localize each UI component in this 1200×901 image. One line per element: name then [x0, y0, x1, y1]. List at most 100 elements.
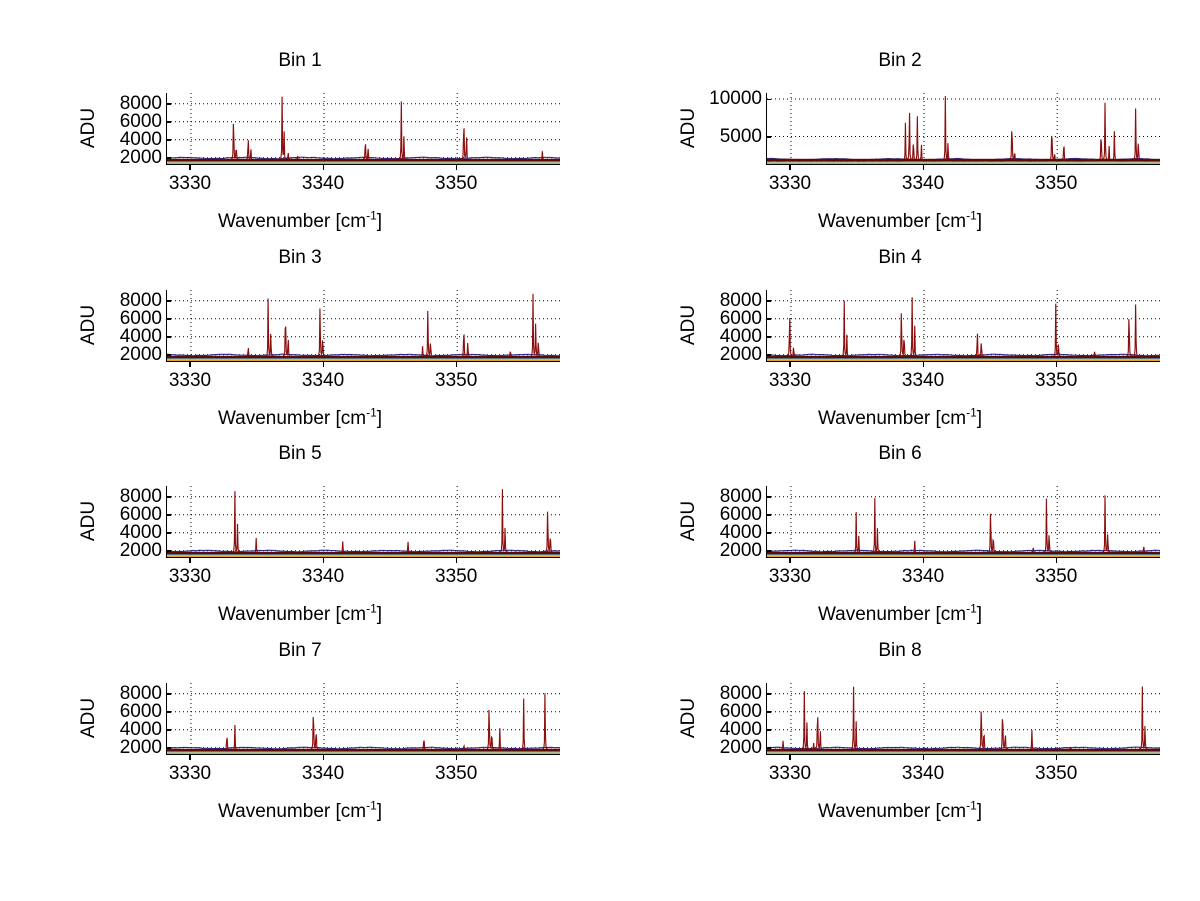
- y-tick-mark: [766, 318, 771, 320]
- y-tick-label: 8000: [119, 92, 162, 114]
- y-tick-mark: [166, 354, 171, 356]
- x-axis-label-exponent: -1: [366, 601, 377, 616]
- x-tick-mark: [1055, 165, 1058, 170]
- x-axis-label-bracket: ]: [976, 408, 983, 429]
- x-axis-label: Wavenumber [cm-1]: [0, 601, 600, 626]
- baseline-band: [767, 551, 1160, 555]
- y-tick-label: 6000: [119, 503, 162, 525]
- x-tick-mark: [1055, 755, 1058, 760]
- x-axis-label-bracket: ]: [376, 211, 383, 232]
- y-tick-mark: [166, 532, 171, 534]
- x-axis-label: Wavenumber [cm-1]: [600, 603, 1200, 626]
- model-trace: [767, 549, 1160, 553]
- x-tick-label: 3340: [901, 370, 945, 391]
- x-tick-mark: [789, 558, 791, 563]
- plot-area: [766, 683, 1160, 755]
- residual-orange-trace: [767, 162, 1160, 164]
- baseline-band: [167, 551, 560, 555]
- y-tick-mark: [766, 729, 771, 731]
- y-tick-label: 2000: [719, 539, 762, 561]
- baseline-band: [767, 158, 1160, 162]
- y-tick-mark: [766, 300, 771, 302]
- residual-orange-trace: [167, 162, 560, 164]
- plot-panel: Bin 6 ADU 2000 4000 6000 8000 3330 3340 3350 Wave…: [600, 443, 1200, 640]
- x-tick-mark: [455, 165, 458, 170]
- residual-orange-trace: [167, 555, 560, 557]
- plot-panel: Bin 7 ADU 2000 4000 6000 8000 3330 3340 3350 Wave…: [0, 640, 600, 837]
- x-axis-label: Wavenumber [cm-1]: [600, 407, 1200, 430]
- y-tick-label: 4000: [719, 325, 762, 347]
- y-tick-label: 6000: [119, 307, 162, 329]
- y-tick-mark: [766, 532, 771, 534]
- x-tick-label: 3330: [768, 370, 812, 391]
- y-tick-label: 8000: [119, 682, 162, 704]
- x-tick-label: 3330: [768, 763, 812, 784]
- x-tick-label: 3330: [168, 566, 212, 587]
- residual-cyan-trace: [767, 751, 1160, 753]
- plot-panel: Bin 3 ADU 2000 4000 6000 8000 3330 3340 3350 Wave…: [0, 247, 600, 444]
- x-axis-label-text: Wavenumber [cm: [817, 604, 967, 625]
- residual-cyan-trace: [167, 554, 560, 556]
- x-axis-label-exponent: -1: [366, 405, 377, 420]
- residual-cyan-trace: [767, 358, 1160, 360]
- y-tick-label: 5000: [719, 125, 762, 147]
- x-tick-mark: [922, 362, 925, 367]
- y-tick-mark: [166, 729, 171, 731]
- x-axis-label-text: Wavenumber [cm: [817, 801, 967, 822]
- y-tick-mark: [166, 139, 171, 141]
- y-tick-mark: [766, 336, 771, 338]
- y-tick-mark: [766, 693, 771, 695]
- y-tick-mark: [166, 550, 171, 552]
- baseline-band: [767, 748, 1160, 752]
- model-trace: [167, 353, 560, 357]
- x-tick-mark: [789, 165, 791, 170]
- spectrum-trace: [767, 686, 1160, 752]
- residual-orange-trace: [167, 359, 560, 361]
- y-tick-label: 6000: [719, 307, 762, 329]
- plot-area: [166, 290, 560, 362]
- x-axis-label-text: Wavenumber [cm: [217, 801, 367, 822]
- x-tick-mark: [189, 362, 191, 367]
- baseline-band: [167, 748, 560, 752]
- x-tick-mark: [189, 755, 191, 760]
- x-axis-label-text: Wavenumber [cm: [217, 604, 367, 625]
- baseline-band: [167, 355, 560, 359]
- x-tick-label: 3350: [1035, 173, 1078, 194]
- x-tick-label: 3330: [768, 566, 812, 587]
- y-tick-mark: [766, 550, 771, 552]
- y-tick-mark: [166, 514, 171, 516]
- plot-area: [766, 290, 1160, 362]
- x-tick-mark: [455, 755, 458, 760]
- model-trace: [167, 746, 560, 750]
- y-tick-label: 6000: [119, 700, 162, 722]
- y-tick-mark: [766, 496, 771, 498]
- y-tick-mark: [166, 157, 171, 159]
- y-tick-label: 2000: [119, 343, 162, 365]
- y-tick-mark: [766, 136, 771, 138]
- spectrum-trace: [767, 495, 1160, 555]
- y-tick-mark: [166, 693, 171, 695]
- x-tick-label: 3350: [435, 763, 478, 784]
- x-tick-label: 3330: [168, 370, 212, 391]
- x-axis-label-bracket: ]: [976, 211, 983, 232]
- x-axis-label-exponent: -1: [966, 798, 977, 813]
- x-axis-label-exponent: -1: [366, 208, 377, 223]
- plot-panel: Bin 5 ADU 2000 4000 6000 8000 3330 3340 3350 Wave…: [0, 443, 600, 640]
- plot-area: [166, 683, 560, 755]
- x-tick-mark: [922, 165, 925, 170]
- y-tick-mark: [166, 300, 171, 302]
- x-axis-label-bracket: ]: [376, 408, 383, 429]
- x-axis-label-text: Wavenumber [cm: [217, 211, 367, 232]
- y-tick-label: 4000: [119, 718, 162, 740]
- x-tick-mark: [322, 558, 325, 563]
- residual-cyan-trace: [767, 554, 1160, 556]
- residual-orange-trace: [167, 752, 560, 754]
- residual-orange-trace: [767, 555, 1160, 557]
- y-tick-mark: [766, 711, 771, 713]
- plot-area: [166, 93, 560, 165]
- panel-title: Bin 3: [278, 247, 322, 268]
- y-tick-mark: [166, 336, 171, 338]
- x-axis-label: Wavenumber [cm-1]: [0, 405, 600, 430]
- x-axis-label-exponent: -1: [366, 798, 377, 813]
- y-tick-mark: [766, 747, 771, 749]
